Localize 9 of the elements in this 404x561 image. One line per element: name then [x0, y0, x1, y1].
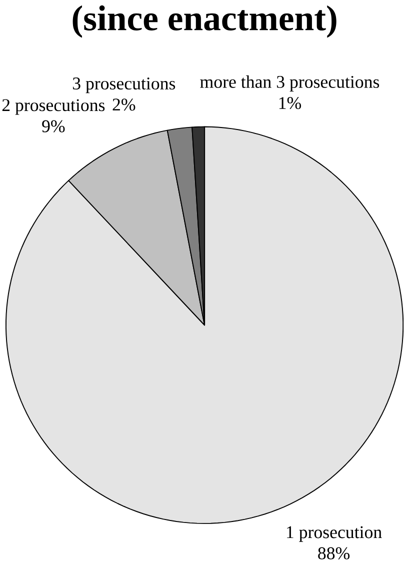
data-label: 88%	[318, 547, 350, 560]
slice-label: 3 prosecutions	[73, 78, 176, 94]
slice-label: 2 prosecutions	[2, 99, 105, 115]
slice-label: 1 prosecution	[287, 526, 382, 542]
slice-label: more than 3 prosecutions	[200, 75, 380, 92]
data-label: 9%	[42, 120, 65, 132]
data-label: 2%	[113, 98, 136, 111]
data-label: 1%	[280, 96, 302, 110]
chart-title: (since enactment)	[73, 5, 337, 38]
